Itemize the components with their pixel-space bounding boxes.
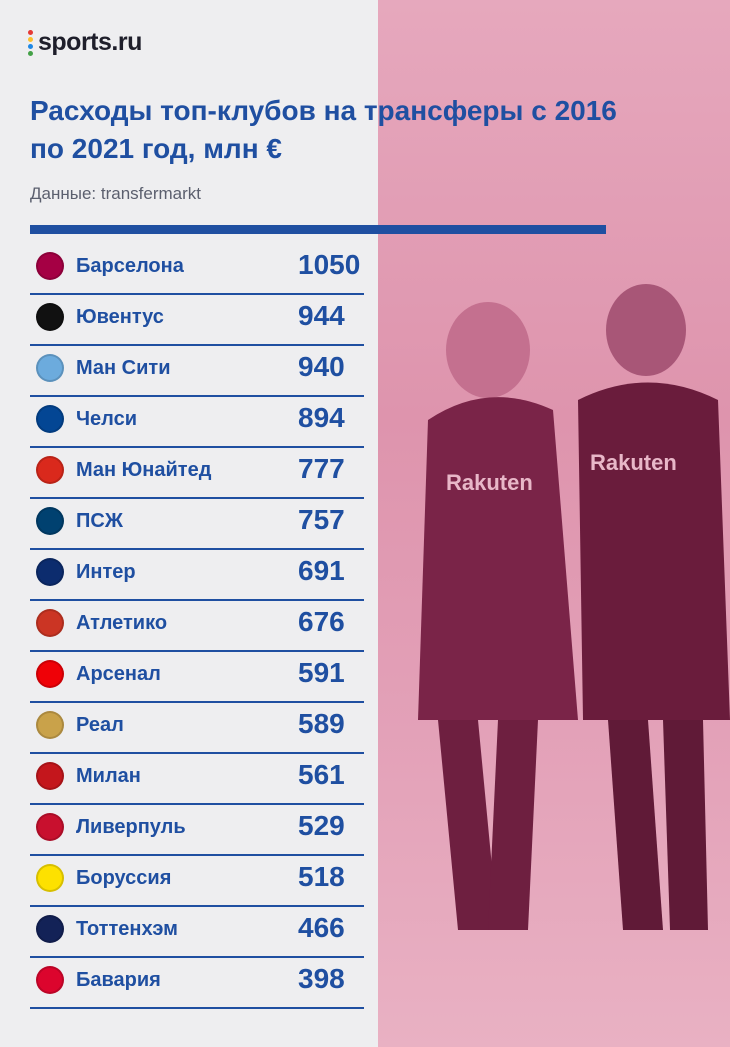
table-row: Боруссия 518: [30, 856, 364, 907]
psg-crest-icon: [36, 507, 64, 535]
real-madrid-crest-icon: [36, 711, 64, 739]
title-divider: [30, 225, 606, 234]
milan-crest-icon: [36, 762, 64, 790]
transfer-spend-value: 466: [298, 912, 345, 943]
club-name: Барселона: [76, 255, 184, 277]
table-row: Ман Юнайтед 777: [30, 448, 364, 499]
liverpool-crest-icon: [36, 813, 64, 841]
inter-crest-icon: [36, 558, 64, 586]
logo-dot: [28, 36, 33, 42]
club-name: Бавария: [76, 969, 161, 991]
transfer-spend-value: 591: [298, 657, 345, 688]
club-name: Тоттенхэм: [76, 918, 178, 940]
barcelona-crest-icon: [36, 252, 64, 280]
transfer-spend-value: 944: [298, 300, 345, 331]
club-name: Арсенал: [76, 663, 161, 685]
atletico-crest-icon: [36, 609, 64, 637]
tottenham-crest-icon: [36, 915, 64, 943]
sponsor-left: Rakuten: [446, 470, 533, 495]
arsenal-crest-icon: [36, 660, 64, 688]
table-row: Интер 691: [30, 550, 364, 601]
man-city-crest-icon: [36, 354, 64, 382]
chart-title: Расходы топ-клубов на трансферы с 2016 п…: [30, 95, 617, 164]
logo-dot: [28, 50, 33, 56]
logo-dot: [28, 43, 33, 49]
sponsor-right: Rakuten: [590, 450, 677, 475]
juventus-crest-icon: [36, 303, 64, 331]
chelsea-crest-icon: [36, 405, 64, 433]
transfer-spend-value: 529: [298, 810, 345, 841]
transfer-spend-value: 940: [298, 351, 345, 382]
logo-text: sports.ru: [38, 28, 142, 56]
transfer-spend-value: 561: [298, 759, 345, 790]
transfer-spend-value: 757: [298, 504, 345, 535]
transfer-spend-value: 894: [298, 402, 345, 433]
table-row: Арсенал 591: [30, 652, 364, 703]
club-name: Боруссия: [76, 867, 172, 889]
data-source: Данные: transfermarkt: [30, 184, 201, 203]
transfer-spend-value: 777: [298, 453, 345, 484]
transfer-spend-value: 676: [298, 606, 345, 637]
table-row: Бавария 398: [30, 958, 364, 1009]
table-row: Челси 894: [30, 397, 364, 448]
sports-ru-logo[interactable]: sports.ru: [28, 28, 142, 57]
transfer-spend-value: 691: [298, 555, 345, 586]
bayern-crest-icon: [36, 966, 64, 994]
club-name: Ман Сити: [76, 357, 171, 379]
club-name: Реал: [76, 714, 124, 736]
transfer-spend-value: 398: [298, 963, 345, 994]
table-row: Реал 589: [30, 703, 364, 754]
club-name: Ювентус: [76, 306, 164, 328]
club-name: Ман Юнайтед: [76, 459, 212, 481]
player-photo: Rakuten Rakuten: [378, 0, 730, 1047]
logo-dot: [28, 29, 33, 35]
table-row: ПСЖ 757: [30, 499, 364, 550]
dortmund-crest-icon: [36, 864, 64, 892]
club-table: Барселона 1050 Ювентус 944 Ман Сити 940 Челси 8…: [30, 244, 364, 1009]
club-name: ПСЖ: [76, 510, 123, 532]
club-name: Интер: [76, 561, 136, 583]
table-row: Ман Сити 940: [30, 346, 364, 397]
table-row: Ювентус 944: [30, 295, 364, 346]
man-united-crest-icon: [36, 456, 64, 484]
club-name: Милан: [76, 765, 141, 787]
club-name: Ливерпуль: [76, 816, 186, 838]
table-row: Милан 561: [30, 754, 364, 805]
table-row: Тоттенхэм 466: [30, 907, 364, 958]
transfer-spend-value: 518: [298, 861, 345, 892]
table-row: Ливерпуль 529: [30, 805, 364, 856]
table-row: Атлетико 676: [30, 601, 364, 652]
players-silhouette: Rakuten Rakuten: [418, 284, 730, 930]
transfer-spend-value: 1050: [298, 249, 361, 280]
logo-dots-icon: [28, 29, 34, 56]
transfer-spend-value: 589: [298, 708, 345, 739]
club-name: Атлетико: [76, 612, 168, 634]
club-name: Челси: [76, 408, 138, 430]
table-row: Барселона 1050: [30, 244, 364, 295]
